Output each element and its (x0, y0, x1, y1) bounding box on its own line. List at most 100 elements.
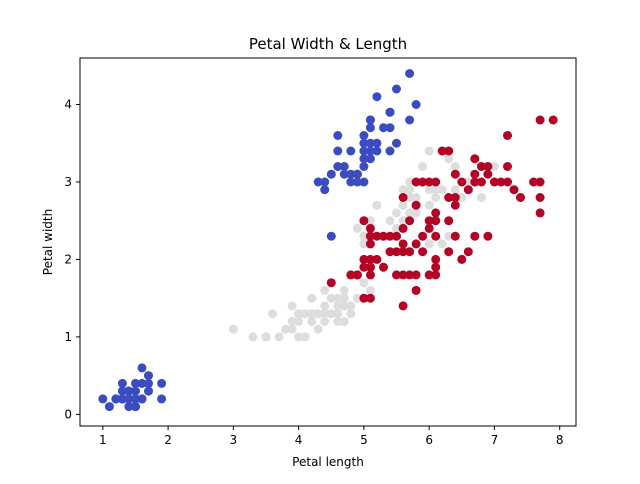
data-point (117, 386, 127, 396)
data-point (431, 185, 441, 195)
data-point (392, 138, 401, 148)
data-point (444, 247, 454, 257)
x-axis-label: Petal length (292, 455, 364, 469)
data-point (405, 193, 415, 202)
x-tick-label: 7 (491, 433, 499, 447)
data-point (352, 293, 362, 303)
data-point (444, 216, 454, 226)
data-point (398, 239, 408, 249)
x-tick-label: 4 (295, 433, 303, 447)
data-point (385, 231, 395, 241)
data-point (261, 332, 271, 342)
data-point (365, 262, 375, 272)
data-point (294, 309, 304, 319)
data-point (333, 309, 343, 319)
data-point (444, 154, 454, 164)
data-point (117, 394, 127, 404)
data-point (535, 208, 545, 218)
data-point (131, 394, 140, 404)
data-point (137, 394, 147, 404)
data-point (470, 177, 480, 187)
data-point (365, 216, 375, 226)
data-point (379, 123, 388, 133)
data-point (365, 223, 375, 233)
data-point (463, 247, 473, 257)
x-tick-label: 1 (99, 433, 107, 447)
x-axis-ticks: 1 2 3 4 5 6 7 8 (99, 426, 564, 447)
data-point (281, 324, 291, 334)
data-point (131, 378, 140, 388)
data-point (144, 378, 153, 388)
data-point (131, 402, 140, 412)
data-point (444, 146, 454, 156)
data-point (411, 177, 421, 187)
data-point (516, 193, 525, 202)
data-point (124, 386, 134, 396)
data-point (411, 100, 421, 109)
data-point (411, 285, 421, 295)
data-point (339, 285, 349, 295)
data-point (405, 69, 415, 78)
data-point (503, 131, 512, 140)
data-point (405, 216, 415, 226)
data-point (300, 332, 310, 342)
data-point (372, 138, 382, 148)
data-point (548, 115, 558, 125)
data-point (372, 92, 382, 102)
data-point (431, 254, 441, 264)
data-point (379, 262, 388, 272)
data-point (424, 177, 434, 187)
data-point (392, 247, 401, 257)
data-point (333, 293, 343, 303)
data-point (385, 123, 395, 133)
data-point (450, 200, 460, 210)
data-point (144, 386, 153, 396)
x-tick-label: 8 (556, 433, 564, 447)
y-tick-label: 4 (64, 97, 72, 111)
data-point (313, 324, 323, 334)
data-point (450, 193, 460, 202)
data-point (405, 185, 415, 195)
data-point (457, 254, 467, 264)
data-point (398, 301, 408, 311)
data-point (398, 247, 408, 257)
data-point (431, 270, 441, 280)
data-point (365, 254, 375, 264)
data-point (320, 185, 330, 195)
data-point (339, 162, 349, 171)
data-point (326, 293, 336, 303)
data-point (346, 309, 356, 319)
data-point (437, 185, 447, 195)
data-point (444, 231, 454, 241)
data-point (411, 239, 421, 249)
data-point (392, 208, 401, 218)
data-point (333, 316, 343, 326)
data-point (365, 138, 375, 148)
data-point (365, 123, 375, 133)
data-point (450, 169, 460, 179)
data-point (424, 200, 434, 210)
data-point (392, 270, 401, 280)
data-point (463, 185, 473, 195)
data-point (457, 177, 467, 187)
data-point (359, 138, 369, 148)
data-point (424, 216, 434, 226)
data-point (424, 239, 434, 249)
data-point (535, 115, 545, 125)
data-point (411, 193, 421, 202)
data-point (398, 270, 408, 280)
data-point (431, 216, 441, 226)
data-point (300, 309, 310, 319)
data-point (111, 394, 121, 404)
data-point (359, 146, 369, 156)
data-point (431, 231, 441, 241)
data-point (320, 309, 330, 319)
data-point (359, 293, 369, 303)
data-point (137, 363, 147, 373)
data-point (157, 394, 167, 404)
data-point (470, 231, 480, 241)
data-point (359, 254, 369, 264)
data-point (137, 378, 147, 388)
data-point (274, 332, 284, 342)
data-point (359, 216, 369, 226)
